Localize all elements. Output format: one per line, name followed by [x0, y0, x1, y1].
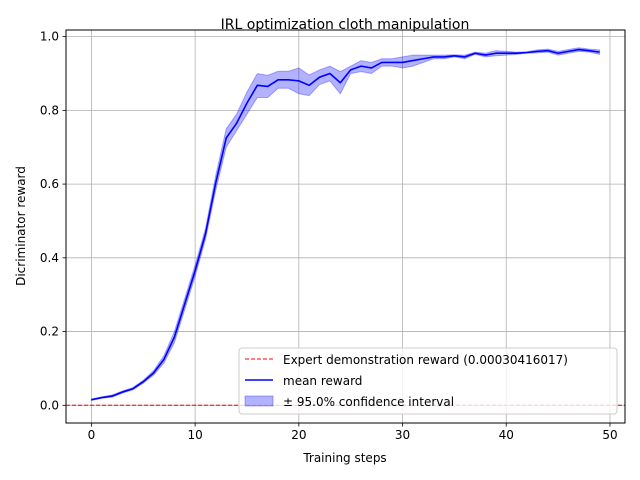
grid: [66, 30, 625, 423]
ticks: 0 10 20 30 40 50 0.0 0.2 0.4 0.6 0.8 1.0: [40, 30, 618, 442]
confidence-band-layer: [90, 47, 601, 402]
y-tick-label: 0.0: [40, 398, 59, 412]
legend-band-swatch: [244, 395, 274, 407]
mean-reward-line: [91, 48, 600, 401]
legend-expert-label: Expert demonstration reward (0.000304160…: [283, 353, 568, 367]
y-tick-label: 0.4: [40, 251, 59, 265]
x-axis-label: Training steps: [302, 451, 386, 465]
y-tick-label: 0.2: [40, 325, 59, 339]
y-tick-label: 0.6: [40, 177, 59, 191]
plot-frame: [65, 29, 626, 424]
y-tick-label: 0.8: [40, 103, 59, 117]
x-tick-label: 50: [602, 428, 617, 442]
legend-mean-label: mean reward: [283, 374, 362, 388]
legend-band-label: ± 95.0% confidence interval: [283, 395, 454, 409]
y-axis-label: Dicriminator reward: [14, 166, 28, 286]
x-tick-label: 0: [88, 428, 96, 442]
x-tick-label: 40: [499, 428, 514, 442]
x-tick-label: 30: [395, 428, 410, 442]
legend: Expert demonstration reward (0.000304160…: [238, 347, 618, 415]
x-tick-label: 20: [291, 428, 306, 442]
confidence-band: [90, 47, 601, 402]
y-tick-label: 1.0: [40, 30, 59, 44]
legend-box: [238, 347, 618, 415]
chart-title: IRL optimization cloth manipulation: [221, 17, 470, 33]
x-tick-label: 10: [187, 428, 202, 442]
